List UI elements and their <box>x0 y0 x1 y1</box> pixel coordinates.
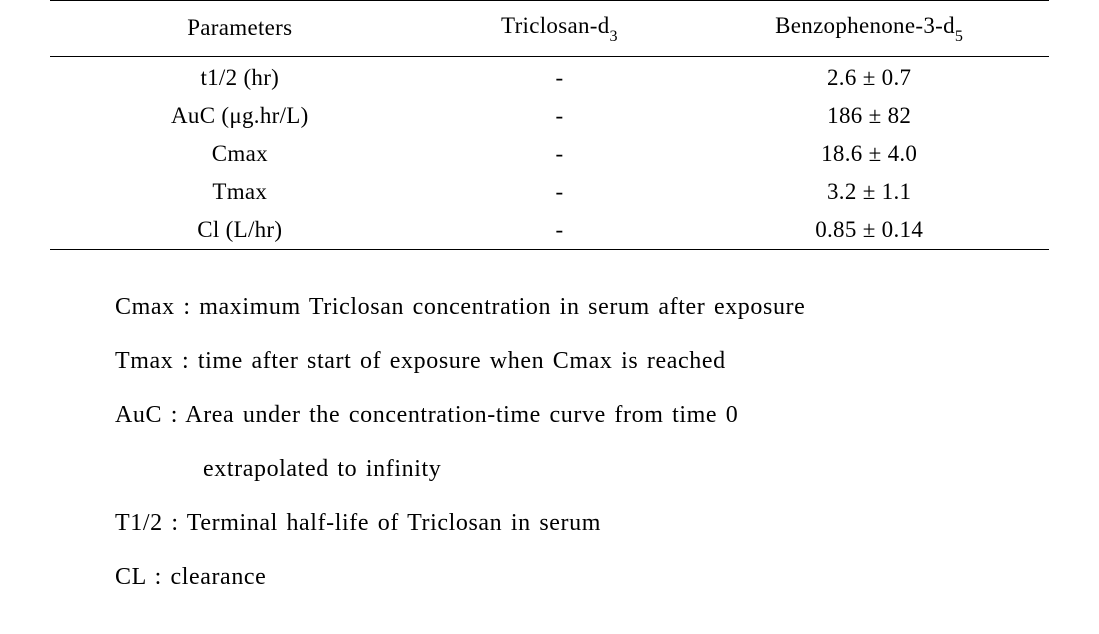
header-parameters: Parameters <box>50 1 430 57</box>
page-container: Parameters Triclosan-d3 Benzophenone-3-d… <box>0 0 1099 634</box>
header-triclosan: Triclosan-d3 <box>430 1 690 57</box>
note-cmax: Cmax : maximum Triclosan concentration i… <box>115 280 1009 334</box>
cell-param: Tmax <box>50 173 430 211</box>
table-row: Tmax - 3.2 ± 1.1 <box>50 173 1049 211</box>
note-auc-line1: AuC : Area under the concentration-time … <box>115 388 1009 442</box>
note-auc-line2: extrapolated to infinity <box>203 442 1009 496</box>
table-row: t1/2 (hr) - 2.6 ± 0.7 <box>50 59 1049 97</box>
cell-triclosan: - <box>430 135 690 173</box>
cell-param-pre: AuC ( <box>171 103 229 128</box>
note-cl: CL : clearance <box>115 550 1009 604</box>
header-triclosan-sub: 3 <box>610 28 618 45</box>
header-benzophenone: Benzophenone-3-d5 <box>689 1 1049 57</box>
cell-triclosan: - <box>430 97 690 135</box>
cell-param: Cmax <box>50 135 430 173</box>
cell-benzo: 2.6 ± 0.7 <box>689 59 1049 97</box>
cell-benzo: 0.85 ± 0.14 <box>689 211 1049 250</box>
cell-benzo: 186 ± 82 <box>689 97 1049 135</box>
cell-param: t1/2 (hr) <box>50 59 430 97</box>
cell-triclosan: - <box>430 211 690 250</box>
pk-table: Parameters Triclosan-d3 Benzophenone-3-d… <box>50 0 1049 250</box>
header-benzo-sub: 5 <box>955 28 963 45</box>
cell-param-mu: μ <box>229 103 242 128</box>
cell-benzo: 3.2 ± 1.1 <box>689 173 1049 211</box>
note-tmax: Tmax : time after start of exposure when… <box>115 334 1009 388</box>
cell-param: Cl (L/hr) <box>50 211 430 250</box>
footnotes: Cmax : maximum Triclosan concentration i… <box>115 280 1009 604</box>
cell-benzo: 18.6 ± 4.0 <box>689 135 1049 173</box>
table-row: Cl (L/hr) - 0.85 ± 0.14 <box>50 211 1049 250</box>
table-row: Cmax - 18.6 ± 4.0 <box>50 135 1049 173</box>
cell-param-post: g.hr/L) <box>242 103 309 128</box>
header-triclosan-text: Triclosan-d <box>501 13 610 38</box>
table-row: AuC (μg.hr/L) - 186 ± 82 <box>50 97 1049 135</box>
table-header-row: Parameters Triclosan-d3 Benzophenone-3-d… <box>50 1 1049 57</box>
header-benzo-text: Benzophenone-3-d <box>775 13 955 38</box>
cell-param: AuC (μg.hr/L) <box>50 97 430 135</box>
cell-triclosan: - <box>430 173 690 211</box>
note-t12: T1/2 : Terminal half-life of Triclosan i… <box>115 496 1009 550</box>
cell-triclosan: - <box>430 59 690 97</box>
